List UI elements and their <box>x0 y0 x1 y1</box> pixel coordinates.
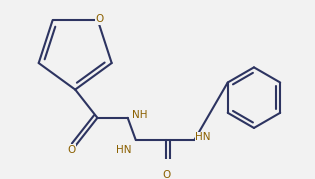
Text: O: O <box>96 14 104 24</box>
Text: O: O <box>67 145 75 155</box>
Text: HN: HN <box>116 145 132 155</box>
Text: HN: HN <box>195 132 211 142</box>
Text: NH: NH <box>132 110 147 120</box>
Text: O: O <box>162 170 170 179</box>
